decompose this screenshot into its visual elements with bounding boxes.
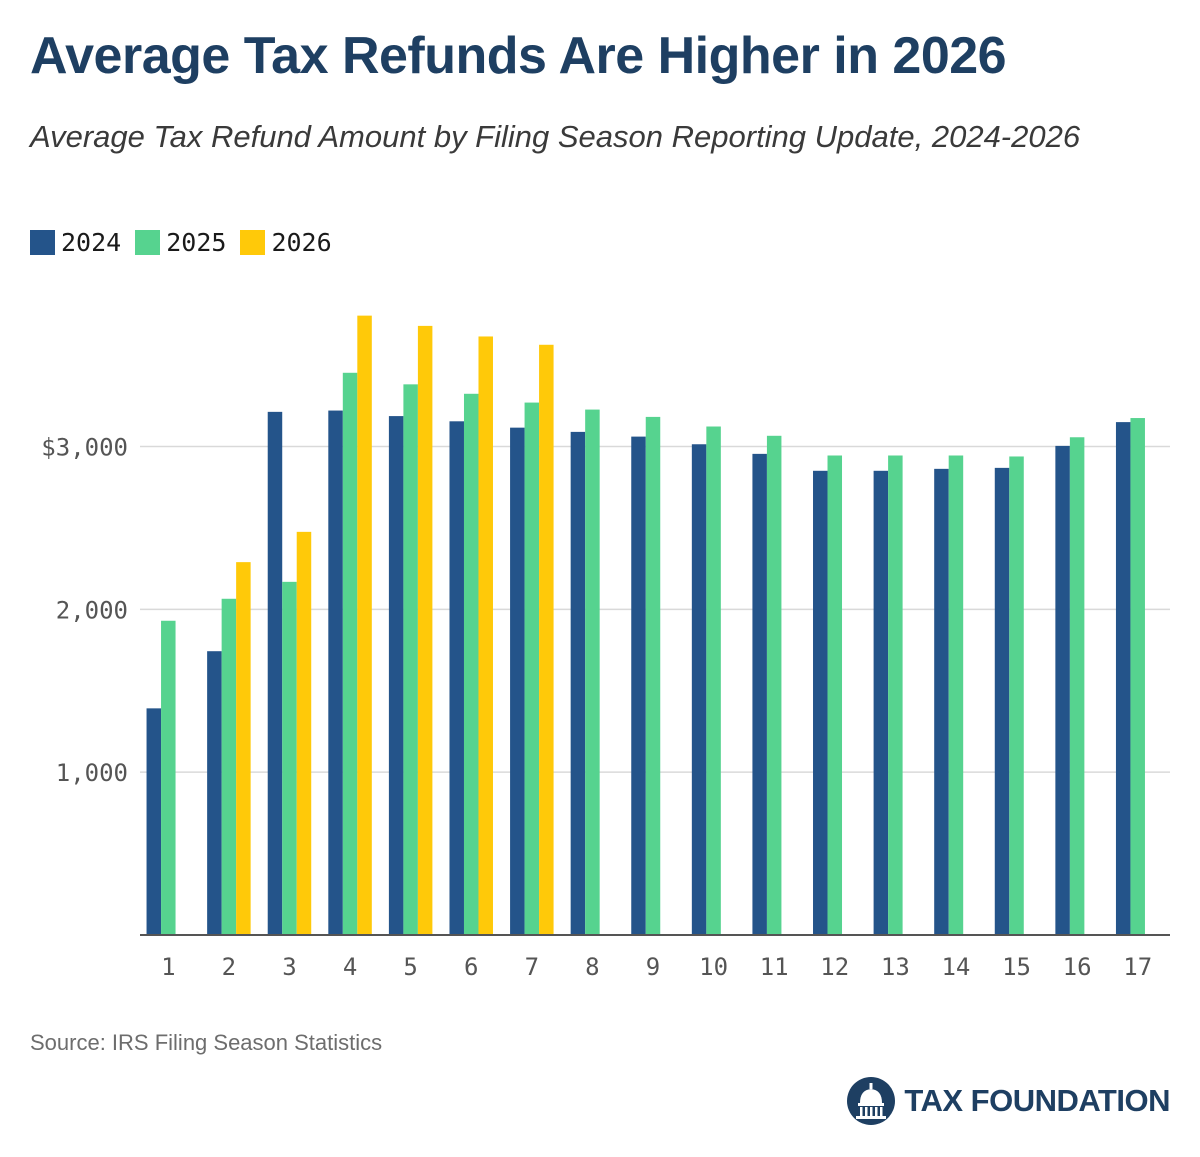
bar-2024-5 [388, 416, 404, 935]
bar-2025-3 [282, 581, 297, 935]
legend-item-2025: 2025 [135, 228, 226, 257]
legend-label-2024: 2024 [61, 227, 122, 257]
bar-2024-3 [267, 411, 283, 936]
bar-2025-16 [1069, 437, 1085, 935]
tax-foundation-logo: TAX FOUNDATION [846, 1076, 1170, 1126]
bar-2025-4 [342, 372, 358, 935]
y-tick-label: 1,000 [56, 759, 128, 787]
x-tick-label: 3 [282, 953, 296, 981]
chart-subtitle: Average Tax Refund Amount by Filing Seas… [30, 119, 1081, 154]
legend-swatch-2026 [240, 229, 266, 255]
bar-2024-8 [570, 431, 586, 935]
legend-swatch-2025 [135, 229, 161, 255]
x-tick-label: 5 [403, 953, 417, 981]
x-tick-label: 1 [161, 953, 175, 981]
x-tick-label: 11 [760, 953, 789, 981]
x-tick-label: 12 [820, 953, 849, 981]
capitol-dome-icon [847, 1077, 896, 1125]
bar-2024-12 [813, 470, 828, 935]
bar-2025-2 [221, 598, 237, 935]
bar-2026-2 [236, 562, 251, 935]
bar-2026-3 [296, 531, 312, 935]
x-tick-label: 9 [646, 953, 660, 981]
legend: 2024 2025 2026 [30, 226, 346, 258]
bar-2026-7 [539, 344, 554, 935]
bar-2024-7 [510, 427, 525, 935]
bar-2024-13 [873, 470, 889, 935]
bar-2024-9 [631, 436, 646, 935]
bar-2025-11 [766, 435, 782, 935]
x-tick-label: 14 [941, 953, 970, 981]
bar-2025-9 [645, 416, 661, 935]
bar-2024-4 [328, 410, 343, 935]
bar-2025-1 [161, 620, 176, 935]
bar-2025-12 [827, 455, 843, 935]
legend-item-2024: 2024 [30, 228, 121, 257]
bar-2024-14 [934, 468, 949, 935]
bar-2025-8 [585, 409, 600, 935]
bar-2025-7 [524, 402, 540, 935]
bar-2024-15 [994, 467, 1010, 935]
x-tick-label: 13 [881, 953, 910, 981]
bar-2025-17 [1130, 418, 1145, 935]
bar-2025-5 [403, 384, 418, 935]
bar-2025-15 [1009, 456, 1024, 935]
x-tick-label: 4 [343, 953, 357, 981]
x-tick-label: 7 [525, 953, 539, 981]
x-tick-label: 8 [585, 953, 599, 981]
bar-2024-1 [146, 708, 162, 935]
bar-2025-14 [948, 455, 964, 935]
x-tick-label: 15 [1002, 953, 1031, 981]
legend-label-2025: 2025 [166, 227, 227, 257]
bar-2024-11 [752, 453, 767, 935]
x-tick-label: 6 [464, 953, 478, 981]
bar-2024-6 [449, 421, 464, 935]
x-tick-label: 16 [1063, 953, 1092, 981]
bar-2024-17 [1115, 422, 1131, 936]
bar-2024-10 [691, 444, 707, 935]
y-tick-label: $3,000 [41, 434, 128, 462]
x-tick-label: 10 [699, 953, 728, 981]
x-tick-label: 17 [1123, 953, 1152, 981]
bar-2026-6 [478, 336, 493, 935]
bar-2024-16 [1055, 445, 1070, 935]
legend-item-2026: 2026 [240, 227, 332, 257]
y-tick-label: 2,000 [56, 596, 128, 624]
chart-title: Average Tax Refunds Are Higher in 2026 [30, 27, 1007, 85]
source-note: Source: IRS Filing Season Statistics [30, 1030, 383, 1055]
bar-2025-6 [463, 393, 479, 935]
bar-2025-10 [706, 426, 721, 935]
brand-name: TAX FOUNDATION [904, 1083, 1170, 1118]
bar-2026-5 [417, 325, 433, 936]
legend-swatch-2024 [30, 229, 55, 255]
bar-2024-2 [207, 651, 222, 935]
bar-2026-4 [357, 315, 372, 936]
bar-2025-13 [888, 455, 903, 935]
x-tick-label: 2 [222, 953, 236, 981]
legend-label-2026: 2026 [271, 227, 332, 257]
